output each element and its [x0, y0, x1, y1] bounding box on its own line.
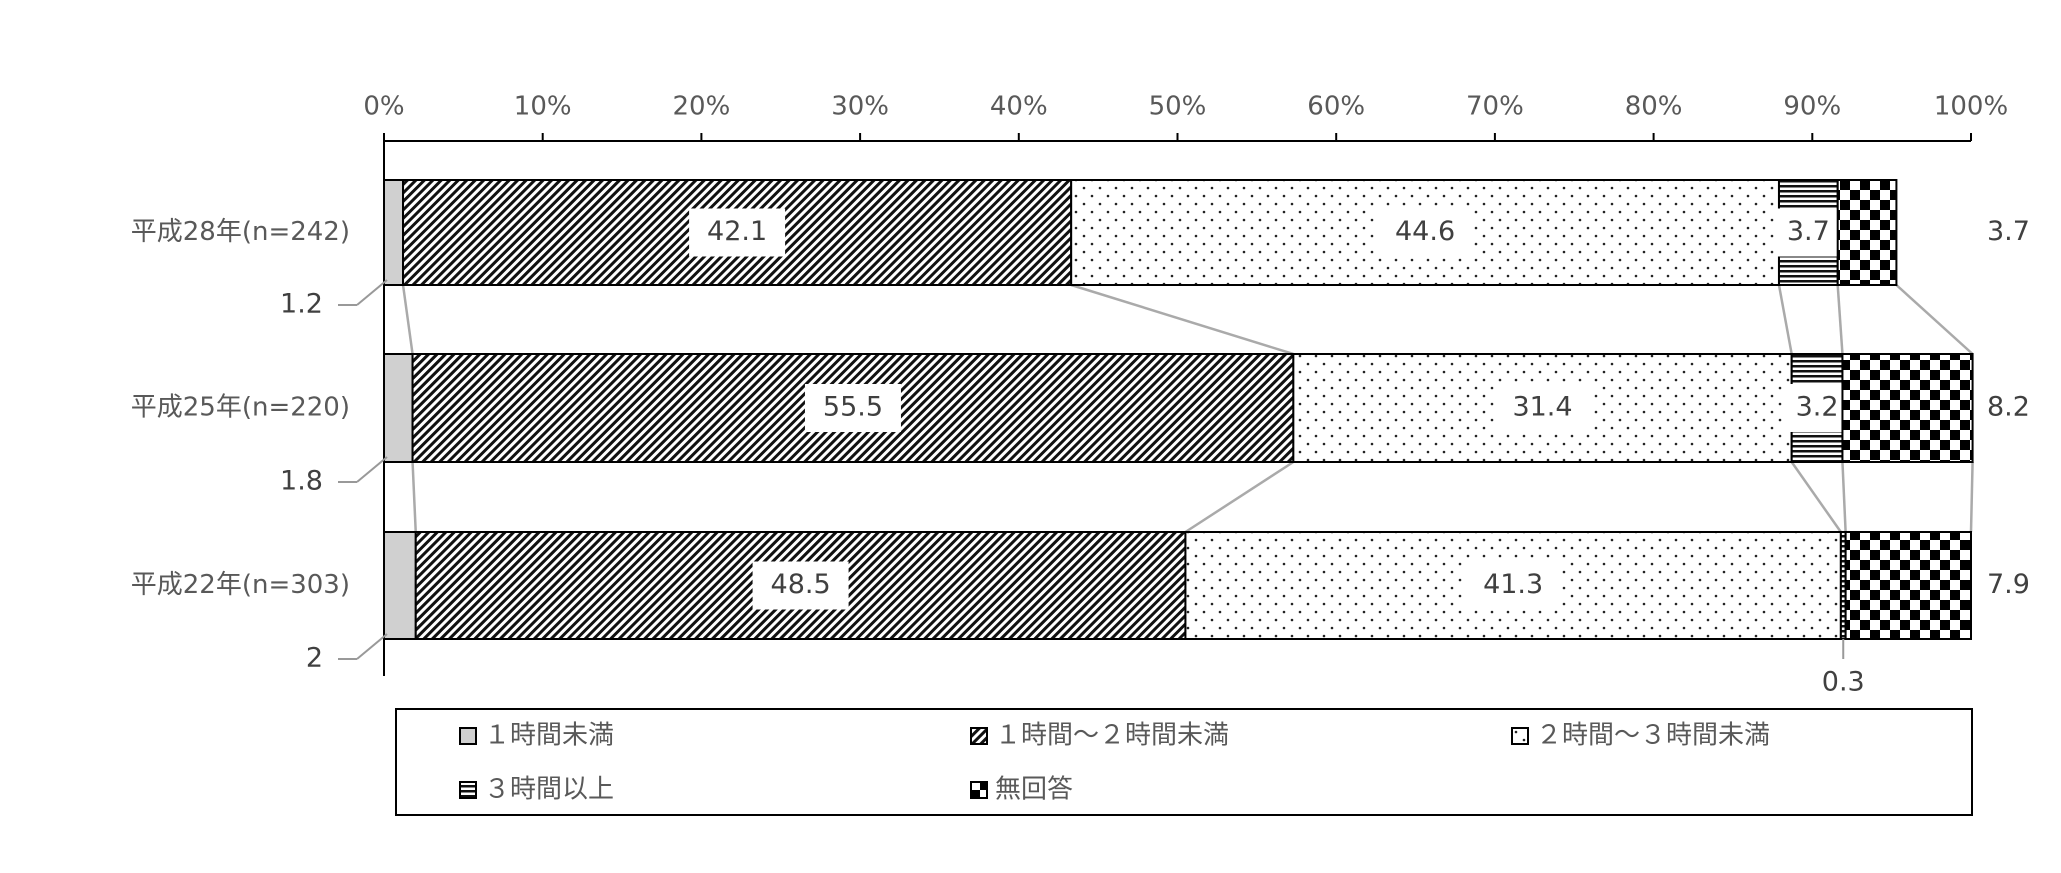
value-label: 3.7 — [1987, 216, 2030, 247]
value-label: 42.1 — [707, 216, 767, 247]
value-label: 48.5 — [771, 569, 831, 600]
x-tick-label: 10% — [514, 92, 572, 122]
connector — [1969, 461, 1974, 533]
label-bg — [689, 208, 786, 257]
legend-label: ２時間～３時間未満 — [1536, 721, 1770, 751]
value-label: 2 — [306, 643, 323, 674]
legend-swatch — [970, 727, 988, 745]
connector — [1777, 284, 1793, 355]
value-label: 55.5 — [823, 392, 883, 423]
connector — [411, 461, 417, 533]
x-tick-label: 60% — [1307, 92, 1365, 122]
x-tick-label: 90% — [1783, 92, 1841, 122]
leader — [356, 633, 388, 660]
value-label: 7.9 — [1987, 569, 2030, 600]
legend-label: １時間～２時間未満 — [995, 721, 1229, 751]
value-label: 3.7 — [1787, 216, 1830, 247]
bar-segment — [1844, 531, 1972, 640]
bar-segment — [1841, 353, 1974, 463]
legend-swatch — [970, 781, 988, 799]
legend-swatch — [459, 781, 477, 799]
value-label: 41.3 — [1483, 569, 1543, 600]
value-label: 8.2 — [1987, 392, 2030, 423]
label-bg — [1494, 384, 1591, 432]
legend-swatch — [1511, 727, 1529, 745]
legend-label: ３時間以上 — [484, 775, 614, 805]
connector — [1836, 284, 1844, 355]
connector — [1070, 283, 1294, 356]
x-tick-label: 20% — [673, 92, 731, 122]
leader — [356, 456, 388, 483]
label-bg — [1786, 384, 1849, 432]
x-tick-label: 80% — [1625, 92, 1683, 122]
leader — [356, 279, 388, 306]
label-bg — [804, 384, 901, 432]
value-label: 1.8 — [280, 466, 323, 497]
bar-segment — [383, 179, 405, 286]
bar-segment — [383, 353, 414, 463]
x-tick-label: 0% — [363, 92, 404, 122]
label-bg — [1377, 208, 1474, 257]
value-label: 0.3 — [1822, 667, 1865, 698]
bar-segment — [1836, 179, 1898, 286]
label-bg — [752, 561, 849, 610]
value-label: 44.6 — [1395, 216, 1455, 247]
category-label: 平成28年(n=242) — [131, 217, 350, 247]
x-tick-label: 30% — [831, 92, 889, 122]
value-label: 1.2 — [280, 289, 323, 320]
legend-box — [395, 708, 1973, 816]
legend-label: １時間未満 — [484, 721, 614, 751]
connector — [1184, 460, 1295, 534]
label-bg — [1777, 208, 1840, 257]
connector — [1895, 284, 1974, 355]
value-label: 3.2 — [1796, 392, 1839, 423]
bar-segment — [383, 531, 417, 640]
connector — [1790, 461, 1842, 533]
x-tick-label: 100% — [1934, 92, 2008, 122]
connector — [401, 284, 414, 355]
category-label: 平成25年(n=220) — [131, 393, 350, 423]
value-label: 31.4 — [1512, 392, 1572, 423]
legend-swatch — [459, 727, 477, 745]
x-tick-label: 40% — [990, 92, 1048, 122]
legend-label: 無回答 — [995, 775, 1073, 805]
connector — [1841, 461, 1847, 533]
x-tick-label: 70% — [1466, 92, 1524, 122]
label-bg — [1465, 561, 1562, 610]
category-label: 平成22年(n=303) — [131, 570, 350, 600]
x-tick-label: 50% — [1149, 92, 1207, 122]
